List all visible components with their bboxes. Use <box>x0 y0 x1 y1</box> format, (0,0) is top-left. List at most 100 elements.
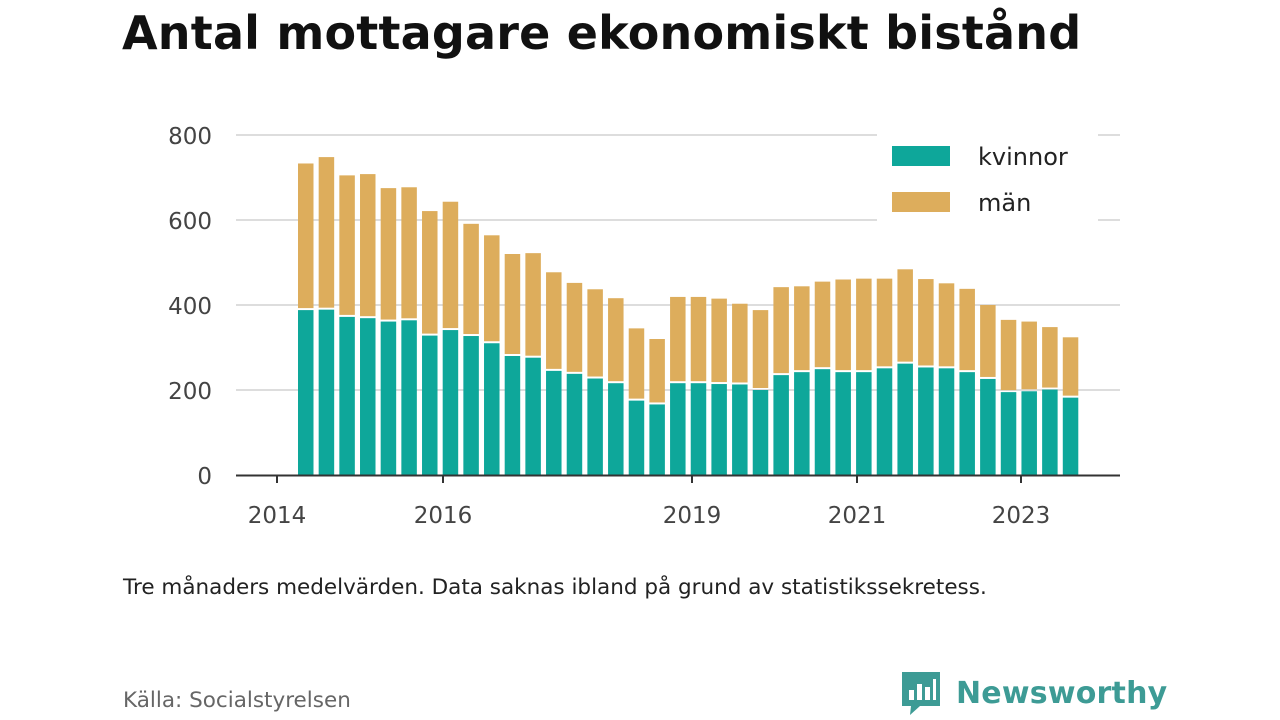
bar-kvinnor <box>876 368 893 475</box>
y-tick-label: 400 <box>168 294 212 320</box>
bar-man <box>422 211 438 334</box>
bar-kvinnor <box>422 335 438 475</box>
bar-man <box>525 253 541 356</box>
bar-man <box>566 282 583 372</box>
bar-kvinnor <box>504 356 521 475</box>
bar-man <box>876 278 893 367</box>
bar-chart: 2014 2016 2019 2021 2023 0 200 400 600 800 kvinn… <box>168 124 1120 529</box>
bar-man <box>835 279 851 371</box>
bar-man <box>959 288 975 371</box>
bar-man <box>918 279 934 366</box>
bar-kvinnor <box>318 309 335 475</box>
bar-kvinnor <box>711 384 727 475</box>
bar-man <box>856 278 872 371</box>
bar-kvinnor <box>794 372 810 475</box>
bar-kvinnor <box>401 320 417 475</box>
newsworthy-logo-icon <box>902 672 940 715</box>
bar-kvinnor <box>690 383 707 475</box>
brand-name: Newsworthy <box>956 675 1168 711</box>
legend: kvinnor män <box>877 131 1098 221</box>
bar-man <box>587 289 603 377</box>
bar-kvinnor <box>360 318 376 475</box>
bar-kvinnor <box>773 375 789 475</box>
bar-man <box>628 328 645 399</box>
x-tick-label: 2023 <box>992 503 1051 529</box>
bar-kvinnor <box>732 384 748 475</box>
legend-swatch-man <box>892 192 950 212</box>
y-tick-label: 200 <box>168 379 212 405</box>
bar-kvinnor <box>1000 392 1017 475</box>
bar-man <box>504 254 521 354</box>
bar-man <box>1021 321 1037 390</box>
bar-man <box>649 339 665 403</box>
bar-kvinnor <box>835 372 851 475</box>
y-axis-ticks: 0 200 400 600 800 <box>168 124 212 490</box>
bar-kvinnor <box>814 369 831 475</box>
legend-label-kvinnor: kvinnor <box>978 143 1068 171</box>
x-tick-label: 2021 <box>828 503 887 529</box>
bar-kvinnor <box>649 404 665 475</box>
bar-kvinnor <box>463 336 479 475</box>
bar-kvinnor <box>959 372 975 475</box>
bar-kvinnor <box>980 378 996 475</box>
bar-kvinnor <box>752 390 769 475</box>
bar-kvinnor <box>608 383 624 475</box>
legend-swatch-kvinnor <box>892 146 950 166</box>
x-tick-label: 2016 <box>414 503 473 529</box>
bar-man <box>773 287 789 374</box>
bar-man <box>339 175 355 315</box>
bar-kvinnor <box>380 321 397 475</box>
bar-kvinnor <box>298 310 314 475</box>
bar-man <box>670 296 686 382</box>
bar-man <box>980 305 996 377</box>
bar-man <box>1062 337 1079 396</box>
bar-man <box>546 272 562 369</box>
bar-kvinnor <box>442 330 459 475</box>
bar-man <box>401 187 417 319</box>
bar-man <box>463 223 479 335</box>
bar-kvinnor <box>339 316 355 475</box>
bar-man <box>484 235 500 342</box>
bar-man <box>380 188 397 320</box>
bar-man <box>711 298 727 383</box>
bar-man <box>608 298 624 382</box>
chart-title: Antal mottagare ekonomiskt bistånd <box>122 6 1082 60</box>
bar-series <box>298 157 1079 475</box>
bar-kvinnor <box>628 400 645 475</box>
bar-man <box>442 201 459 329</box>
chart-note: Tre månaders medelvärden. Data saknas ib… <box>123 575 987 600</box>
legend-label-man: män <box>978 189 1031 217</box>
bar-kvinnor <box>1021 391 1037 475</box>
bar-kvinnor <box>918 367 934 475</box>
bar-kvinnor <box>566 373 583 475</box>
bar-kvinnor <box>897 363 913 475</box>
bar-kvinnor <box>938 368 955 475</box>
bar-man <box>360 174 376 317</box>
y-tick-label: 0 <box>197 464 212 490</box>
bar-man <box>1000 319 1017 391</box>
bar-kvinnor <box>484 343 500 475</box>
bar-man <box>732 303 748 383</box>
bar-man <box>814 281 831 368</box>
bar-kvinnor <box>1062 397 1079 475</box>
bar-kvinnor <box>670 383 686 475</box>
newsworthy-logo[interactable]: Newsworthy <box>900 670 1167 716</box>
bar-man <box>897 269 913 362</box>
bar-kvinnor <box>525 357 541 475</box>
bar-kvinnor <box>1042 389 1058 475</box>
bar-man <box>794 286 810 371</box>
x-tick-label: 2019 <box>663 503 722 529</box>
bar-man <box>938 283 955 367</box>
x-tick-label: 2014 <box>248 503 307 529</box>
bar-man <box>1042 327 1058 388</box>
bar-man <box>318 157 335 308</box>
y-tick-label: 600 <box>168 209 212 235</box>
bar-man <box>298 163 314 309</box>
y-tick-label: 800 <box>168 124 212 150</box>
bar-kvinnor <box>587 378 603 475</box>
bar-kvinnor <box>546 370 562 475</box>
x-axis-ticks: 2014 2016 2019 2021 2023 <box>248 475 1051 529</box>
bar-kvinnor <box>856 372 872 475</box>
bar-man <box>752 310 769 388</box>
bar-man <box>690 296 707 382</box>
